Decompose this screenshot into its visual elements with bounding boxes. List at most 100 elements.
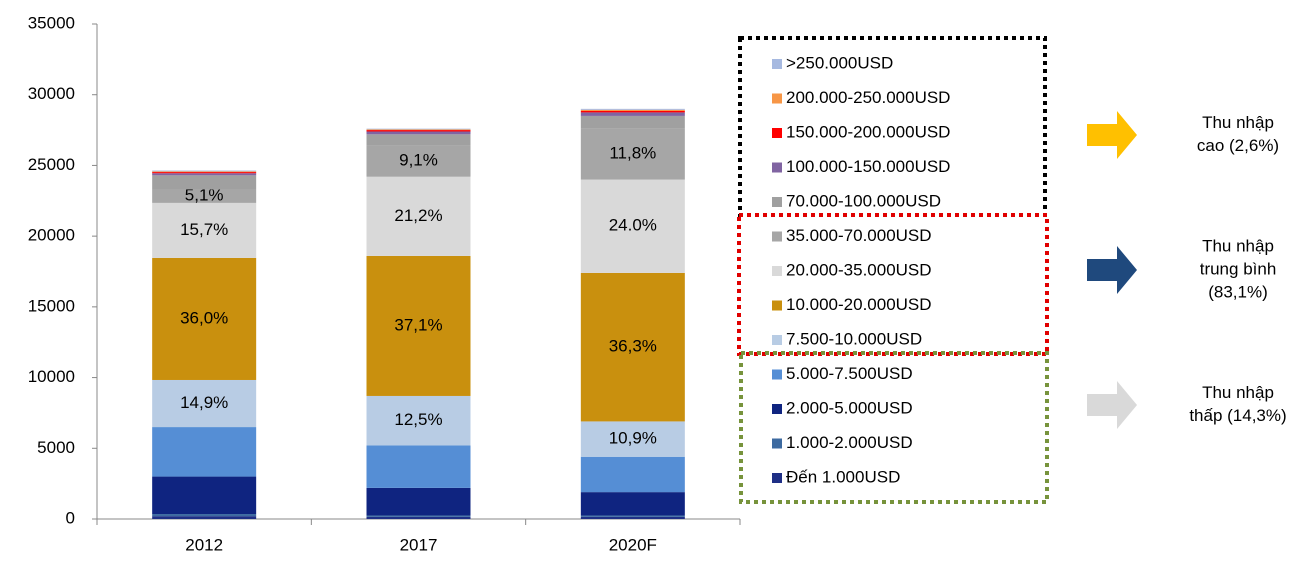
segment-label: 37,1% xyxy=(394,315,442,334)
bar-segment xyxy=(580,516,685,519)
bar-segment xyxy=(580,272,685,422)
y-tick-label: 15000 xyxy=(28,296,75,315)
bar-segment xyxy=(366,130,471,132)
segment-label: 36,3% xyxy=(609,337,657,356)
bar-segment xyxy=(366,516,471,519)
bar-segment xyxy=(366,131,471,135)
bar-segment xyxy=(152,172,257,174)
bar-segment xyxy=(152,476,257,515)
bar-segment xyxy=(152,427,257,477)
group-arrow xyxy=(1087,246,1137,294)
legend-label: 10.000-20.000USD xyxy=(786,295,932,314)
group-label: Thu nhập xyxy=(1202,383,1274,402)
bar-segment xyxy=(152,171,257,173)
group-label: (83,1%) xyxy=(1208,282,1268,301)
legend-swatch xyxy=(772,473,782,483)
segment-label: 9,1% xyxy=(399,151,438,170)
x-tick-label: 2020F xyxy=(609,535,657,554)
legend-swatch xyxy=(772,162,782,173)
legend-label: 20.000-35.000USD xyxy=(786,260,932,279)
legend-swatch xyxy=(772,335,782,345)
bar-segment xyxy=(366,445,471,488)
group-arrow xyxy=(1087,381,1137,429)
bar-segment xyxy=(580,109,685,111)
group-arrow xyxy=(1087,111,1137,159)
legend-label: 7.500-10.000USD xyxy=(786,329,922,348)
y-tick-label: 35000 xyxy=(28,13,75,32)
group-label: Thu nhập xyxy=(1202,236,1274,255)
bar-segment xyxy=(580,515,685,517)
bar-segment xyxy=(366,487,471,516)
bar-segment xyxy=(152,257,257,380)
bar-segment xyxy=(580,110,685,113)
bar-segment xyxy=(152,175,257,190)
bar-segment xyxy=(366,128,471,130)
legend-label: Đến 1.000USD xyxy=(786,467,900,486)
segment-label: 36,0% xyxy=(180,308,228,327)
legend-swatch xyxy=(772,231,782,242)
bar-segment xyxy=(152,173,257,176)
bar-segment xyxy=(152,514,257,517)
y-tick-label: 10000 xyxy=(28,367,75,386)
bar-segment xyxy=(580,108,685,110)
bar-segment xyxy=(580,456,685,493)
x-tick-label: 2012 xyxy=(185,535,223,554)
y-tick-label: 30000 xyxy=(28,84,75,103)
legend-label: 70.000-100.000USD xyxy=(786,191,941,210)
legend-label: 100.000-150.000USD xyxy=(786,157,950,176)
legend-label: 200.000-250.000USD xyxy=(786,88,950,107)
bar-segment xyxy=(580,128,685,180)
legend-label: 150.000-200.000USD xyxy=(786,122,950,141)
segment-label: 11,8% xyxy=(609,144,656,163)
group-label: cao (2,6%) xyxy=(1197,136,1279,155)
group-label: trung bình xyxy=(1200,259,1277,278)
bar-segment xyxy=(152,202,257,258)
segment-label: 14,9% xyxy=(180,393,228,412)
legend-swatch xyxy=(772,266,782,276)
bar-segment xyxy=(152,189,257,203)
bar-segment xyxy=(366,515,471,517)
bar-segment xyxy=(580,115,685,129)
bar-segment xyxy=(580,421,685,457)
group-box-low xyxy=(739,351,1049,504)
group-label: thấp (14,3%) xyxy=(1189,406,1286,425)
bar-segment xyxy=(580,112,685,116)
bar-segment xyxy=(366,395,471,446)
bar-segment xyxy=(366,134,471,146)
y-tick-label: 25000 xyxy=(28,155,75,174)
legend-swatch xyxy=(772,369,782,380)
legend-label: 2.000-5.000USD xyxy=(786,398,913,417)
legend-label: 5.000-7.500USD xyxy=(786,364,913,383)
bar-segment xyxy=(366,145,471,177)
group-label: Thu nhập xyxy=(1202,113,1274,132)
bar-segment xyxy=(152,379,257,428)
legend-label: 1.000-2.000USD xyxy=(786,433,913,452)
segment-label: 21,2% xyxy=(394,206,442,225)
legend-swatch xyxy=(772,128,782,138)
x-tick-label: 2017 xyxy=(400,535,438,554)
y-tick-label: 20000 xyxy=(28,226,75,245)
segment-label: 24.0% xyxy=(609,216,657,235)
legend-swatch xyxy=(772,197,782,207)
legend-swatch xyxy=(772,59,782,69)
bar-segment xyxy=(366,129,471,131)
segment-label: 12,5% xyxy=(394,410,442,429)
legend-swatch xyxy=(772,438,782,449)
legend-swatch xyxy=(772,300,782,311)
segment-label: 15,7% xyxy=(180,220,228,239)
bar-segment xyxy=(580,492,685,516)
y-tick-label: 5000 xyxy=(37,438,75,457)
bar-segment xyxy=(366,255,471,396)
legend-label: >250.000USD xyxy=(786,53,893,72)
legend-swatch xyxy=(772,93,782,104)
bar-segment xyxy=(366,176,471,256)
bar-segment xyxy=(580,179,685,273)
y-tick-label: 0 xyxy=(66,508,75,527)
legend-label: 35.000-70.000USD xyxy=(786,226,932,245)
legend-swatch xyxy=(772,404,782,414)
segment-label: 10,9% xyxy=(609,429,657,448)
segment-label: 5,1% xyxy=(185,186,224,205)
bar-segment xyxy=(152,170,257,172)
bar-segment xyxy=(152,516,257,519)
